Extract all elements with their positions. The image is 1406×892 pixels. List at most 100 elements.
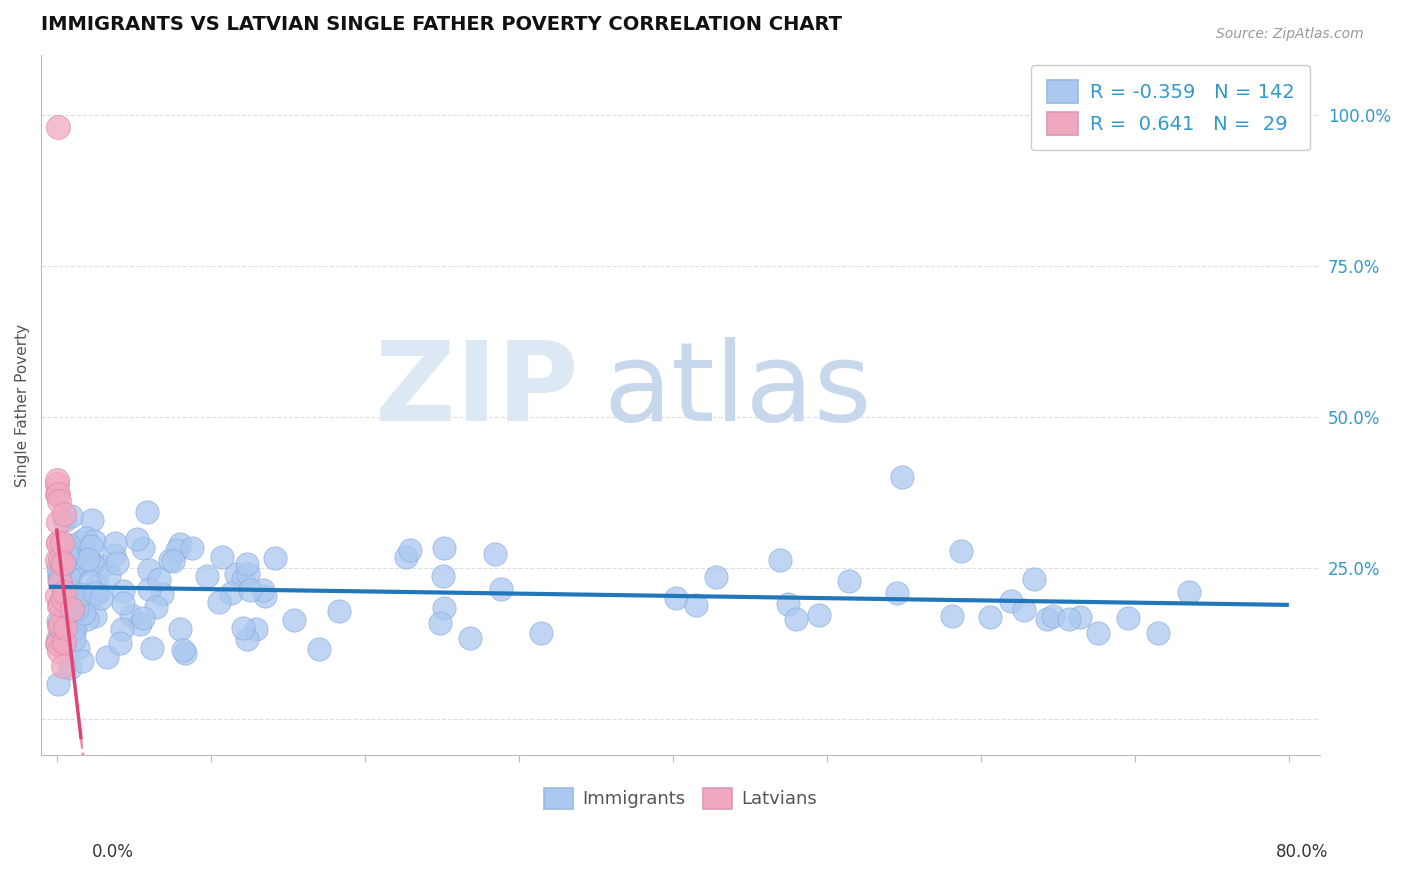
Point: [48, 569, 70, 583]
Point: [49, 553, 72, 567]
Point: [52, 587, 75, 601]
Point: [458, 631, 481, 645]
Point: [236, 566, 259, 581]
Point: [181, 541, 204, 555]
Point: [52, 558, 75, 572]
Point: [67, 558, 90, 573]
Point: [166, 543, 188, 558]
Point: [65, 598, 87, 612]
Point: [58, 580, 80, 594]
Text: IMMIGRANTS VS LATVIAN SINGLE FATHER POVERTY CORRELATION CHART: IMMIGRANTS VS LATVIAN SINGLE FATHER POVE…: [41, 15, 842, 34]
Legend: Immigrants, Latvians: Immigrants, Latvians: [537, 780, 824, 816]
Point: [48, 619, 70, 633]
Point: [60, 508, 83, 523]
Point: [432, 569, 454, 583]
Point: [51, 554, 73, 568]
Point: [65, 544, 87, 558]
Point: [138, 563, 160, 577]
Point: [60, 551, 83, 566]
Point: [239, 583, 262, 598]
Point: [138, 582, 160, 596]
Point: [1024, 572, 1046, 586]
Point: [173, 646, 195, 660]
Point: [1000, 594, 1022, 608]
Point: [46, 486, 69, 500]
Point: [53, 507, 76, 521]
Point: [150, 586, 173, 600]
Point: [52, 579, 75, 593]
Point: [136, 505, 159, 519]
Point: [48, 560, 70, 574]
Point: [62, 601, 84, 615]
Point: [110, 635, 132, 649]
Point: [46, 536, 69, 550]
Point: [70, 587, 93, 601]
Point: [80, 540, 103, 554]
Point: [79, 575, 101, 590]
Point: [63, 588, 86, 602]
Point: [120, 608, 142, 623]
Point: [46, 473, 69, 487]
Point: [704, 570, 727, 584]
Point: [60, 602, 83, 616]
Point: [62, 622, 84, 636]
Point: [58, 538, 80, 552]
Point: [58, 570, 80, 584]
Point: [84, 608, 107, 623]
Point: [90, 559, 112, 574]
Point: [225, 567, 247, 582]
Point: [62, 592, 84, 607]
Point: [264, 550, 287, 565]
Point: [60, 598, 83, 612]
Point: [46, 636, 69, 650]
Point: [97, 567, 120, 582]
Point: [104, 536, 127, 550]
Point: [111, 622, 134, 636]
Point: [46, 515, 69, 529]
Point: [1178, 585, 1201, 599]
Point: [87, 585, 110, 599]
Point: [785, 611, 807, 625]
Point: [48, 644, 70, 658]
Point: [1087, 626, 1109, 640]
Point: [77, 552, 100, 566]
Point: [236, 557, 259, 571]
Point: [90, 591, 112, 606]
Point: [433, 541, 456, 555]
Point: [75, 531, 97, 545]
Point: [46, 487, 69, 501]
Point: [219, 586, 242, 600]
Point: [253, 589, 276, 603]
Point: [979, 610, 1001, 624]
Point: [1116, 611, 1139, 625]
Point: [53, 573, 76, 587]
Point: [96, 650, 118, 665]
Text: ZIP: ZIP: [375, 337, 578, 444]
Point: [65, 549, 87, 564]
Point: [49, 597, 72, 611]
Point: [52, 635, 75, 649]
Point: [236, 632, 259, 647]
Point: [141, 641, 163, 656]
Point: [55, 513, 77, 527]
Point: [489, 582, 512, 597]
Point: [949, 544, 972, 558]
Point: [232, 621, 254, 635]
Point: [132, 541, 155, 555]
Point: [1147, 626, 1170, 640]
Point: [86, 578, 108, 592]
Point: [58, 545, 80, 559]
Text: 0.0%: 0.0%: [91, 843, 134, 861]
Point: [55, 548, 77, 562]
Point: [169, 536, 191, 550]
Point: [82, 513, 104, 527]
Point: [399, 543, 422, 558]
Point: [73, 607, 96, 621]
Point: [84, 586, 107, 600]
Point: [48, 566, 70, 580]
Point: [51, 535, 73, 549]
Point: [59, 661, 82, 675]
Point: [46, 631, 69, 645]
Point: [103, 548, 125, 562]
Point: [46, 553, 69, 567]
